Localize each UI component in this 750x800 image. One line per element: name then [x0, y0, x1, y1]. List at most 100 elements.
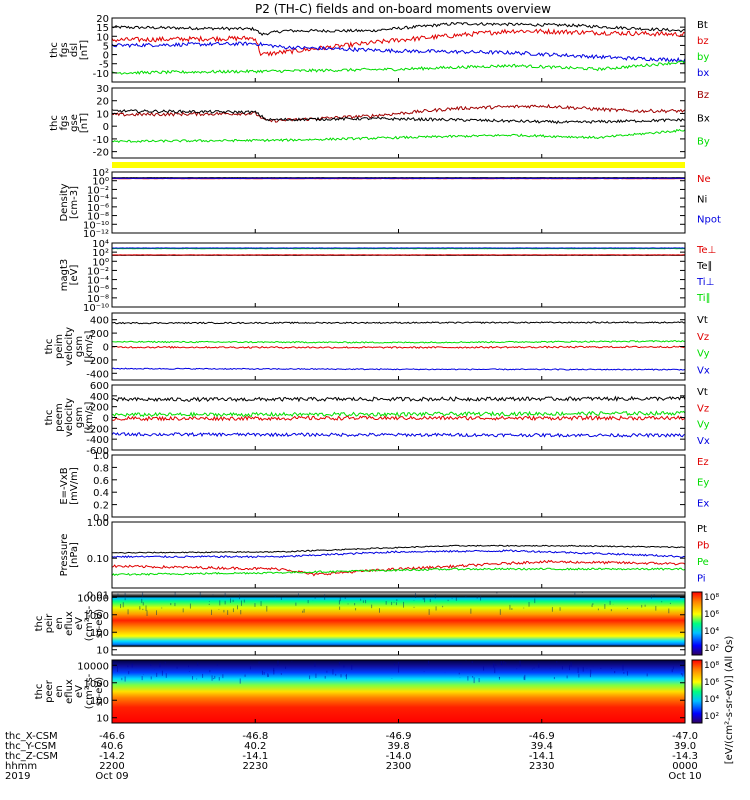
orbit-row-value: 39.8 [387, 741, 409, 752]
y-axis-label-line: fgs [59, 115, 70, 130]
y-axis-label-line: thc [34, 616, 45, 632]
series-peim_v-Vz [111, 345, 686, 349]
y-tick-label: -10 [93, 69, 109, 80]
legend-fgs_dsl-bx: bx [697, 68, 709, 79]
y-axis-label-line: (cm²-s- [84, 605, 95, 641]
y-tick-label: 10 [96, 646, 109, 657]
y-axis-label-line: thc [34, 684, 45, 700]
colorbar-tick-label: 10² [704, 712, 719, 722]
legend-fgs_dsl-Bt: Bt [697, 20, 708, 31]
y-axis-label-line: [nT] [79, 113, 90, 133]
colorbar-tick-label: 10⁴ [704, 627, 719, 637]
panel-peir_spec: 10000 1000 100 10 thcpeirenefluxeV(cm²-s-sr-… [34, 591, 686, 657]
y-axis-label-line: E=-VxB [59, 467, 70, 504]
legend-pressure-Pi: Pi [697, 574, 706, 585]
y-axis-label-line: peir [44, 613, 55, 633]
y-axis-label: Pressure[nPa] [59, 534, 80, 577]
y-tick-label: 400 [90, 316, 109, 327]
legend-fgs_dsl-by: by [697, 52, 709, 63]
y-axis-label-line: eV [74, 685, 85, 698]
series-fgs_gse-By [111, 128, 686, 144]
panel-peim_v: 400 200 0 -200 -400 thcpeimvelocitygsm[km/s] V… [44, 312, 710, 381]
orbit-row-value: -46.8 [242, 731, 268, 742]
y-tick-label: 0 [103, 414, 109, 425]
spectrogram-peir_spec [112, 592, 685, 655]
y-tick-label: 0 [103, 122, 109, 133]
panel-frame [111, 242, 686, 308]
y-axis-label-line: (cm²-s- [84, 673, 95, 709]
y-tick-label: 10⁻⁶ [87, 203, 109, 214]
legend-fgs_gse-By: By [697, 137, 710, 148]
y-axis-label: thcpeimvelocitygsm[km/s] [44, 327, 95, 366]
orbit-row-value: 39.0 [674, 741, 696, 752]
colorbar-label: [eV/(cm²-s-sr-eV)] (All Qs) [724, 636, 735, 765]
panel-frame [111, 171, 686, 234]
legend-fgs_dsl-bz: bz [697, 36, 709, 47]
spectrogram-peer_spec [111, 660, 685, 723]
orbit-row-value: -14.1 [242, 751, 268, 762]
orbit-row-label: hhmm [5, 761, 37, 772]
orbit-row-value: -47.0 [672, 731, 698, 742]
series-fgs_dsl-Bt [111, 21, 686, 36]
y-axis-label-line: eflux [64, 611, 75, 636]
series-peim_v-Vy [111, 340, 686, 344]
y-axis-label-line: peem [54, 403, 65, 431]
y-axis-label-line: thc [44, 410, 55, 426]
y-tick-label: -10 [93, 135, 109, 146]
y-tick-label: 10² [92, 168, 109, 179]
y-tick-label: 30 [96, 84, 109, 95]
y-axis-label-line: fgs [59, 42, 70, 57]
y-axis-label-line: velocity [64, 327, 75, 366]
series-pressure-Pe [111, 567, 686, 576]
y-axis-label-line: thc [49, 115, 60, 131]
series-fgs_dsl-bz [111, 28, 686, 57]
legend-peem_v-Vy: Vy [697, 420, 710, 431]
panels-group: 20151050-5-10thcfgsdsl[nT]Btbzbybx302010… [34, 14, 721, 725]
legend-efield-Ex: Ex [697, 498, 709, 509]
y-axis-label-line: [eV] [69, 265, 80, 286]
y-tick-label: 200 [90, 403, 109, 414]
y-tick-label: -5 [99, 60, 109, 71]
y-tick-label: 10 [96, 32, 109, 43]
y-tick-label: 10000 [77, 661, 109, 672]
series-fgs_dsl-by [111, 60, 686, 75]
orbit-row-value: 2200 [99, 761, 124, 772]
legend-peim_v-Vx: Vx [697, 365, 710, 376]
y-axis-label-line: gse [69, 114, 80, 132]
y-tick-label: 10⁻² [87, 266, 109, 277]
y-tick-label: 0.01 [87, 590, 109, 601]
y-tick-label: 10⁻⁴ [87, 194, 109, 205]
panel-frame [111, 521, 686, 589]
y-tick-label: 10 [96, 714, 109, 725]
orbit-row-value: 2330 [529, 761, 554, 772]
y-tick-label: -20 [93, 148, 109, 159]
y-axis-label-line: magt3 [59, 259, 70, 292]
y-tick-label: 10⁻² [87, 185, 109, 196]
y-tick-label: 400 [90, 392, 109, 403]
y-axis-label-line: [nPa] [69, 542, 80, 568]
y-axis-label-line: thc [44, 339, 55, 355]
legend-peem_v-Vx: Vx [697, 436, 710, 447]
colorbar-tick-label: 10⁸ [704, 593, 719, 603]
y-axis-label-line: velocity [64, 398, 75, 437]
y-tick-label: 0.4 [93, 488, 109, 499]
y-tick-label: 1000 [84, 679, 109, 690]
y-axis-label-line: en [54, 685, 65, 698]
series-fgs_gse-Bz [111, 103, 686, 123]
panel-frame [111, 87, 686, 159]
y-tick-label: 0.6 [93, 476, 109, 487]
colorbar-tick-label: 10⁴ [704, 695, 719, 705]
orbit-row-value: -46.6 [99, 731, 125, 742]
y-axis-label-line: sr-eV) [94, 677, 105, 706]
colorbar-tick-label: 10⁶ [704, 678, 719, 688]
orbit-row-label: thc_Y-CSM [5, 741, 56, 752]
y-tick-label: 0.10 [87, 554, 109, 565]
legend-pressure-Pt: Pt [697, 524, 707, 535]
y-tick-label: -400 [86, 435, 109, 446]
legend-temp-Ti⊥: Ti⊥ [696, 277, 714, 288]
y-axis-label: thcfgsgse[nT] [49, 113, 90, 133]
colorbar-tick-label: 10⁸ [704, 661, 719, 671]
